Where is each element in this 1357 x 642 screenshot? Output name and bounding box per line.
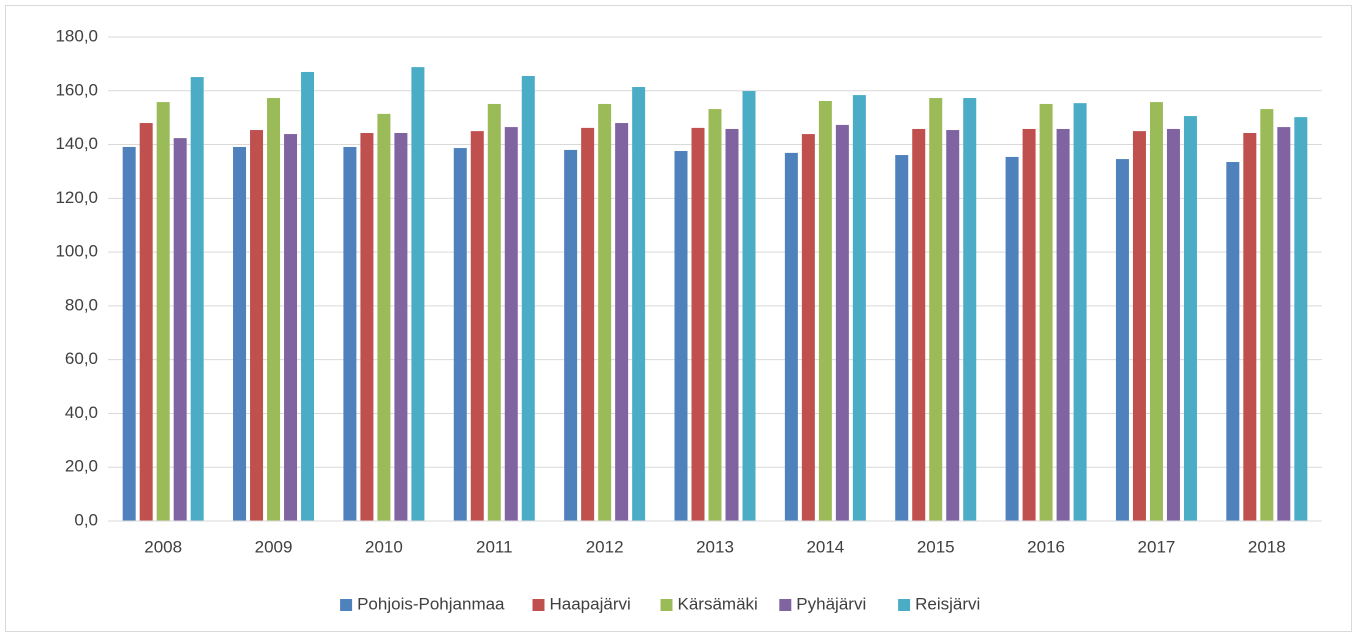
bar	[301, 71, 315, 521]
bar	[521, 75, 535, 521]
bar	[895, 155, 909, 521]
legend-label: Haapajärvi	[550, 594, 631, 613]
bar	[377, 113, 391, 521]
bar	[1183, 116, 1197, 521]
bar	[122, 146, 136, 521]
y-tick-label: 60,0	[65, 349, 98, 368]
bar	[139, 123, 153, 522]
bar	[394, 132, 408, 521]
bar	[1294, 117, 1308, 521]
bar	[691, 127, 705, 521]
bar	[1243, 132, 1257, 521]
bar	[1022, 128, 1036, 521]
y-tick-label: 80,0	[65, 295, 98, 314]
bar	[929, 98, 943, 521]
y-tick-label: 0,0	[74, 510, 98, 529]
x-tick-label: 2009	[255, 537, 293, 556]
x-tick-label: 2011	[476, 537, 513, 556]
x-tick-label: 2013	[696, 537, 734, 556]
bar	[1073, 103, 1087, 521]
bar	[1149, 102, 1163, 522]
x-tick-label: 2015	[917, 537, 955, 556]
bar	[453, 148, 467, 521]
y-tick-label: 140,0	[55, 134, 98, 153]
bar	[173, 138, 187, 521]
bar	[632, 87, 646, 521]
bar	[190, 77, 204, 521]
bar	[818, 100, 832, 522]
bar	[411, 67, 425, 522]
bar	[835, 124, 849, 521]
legend-label: Pohjois-Pohjanmaa	[357, 594, 505, 613]
bar	[1005, 156, 1019, 521]
bar	[1039, 103, 1053, 521]
bar	[615, 123, 629, 522]
bar	[1226, 162, 1240, 522]
x-tick-label: 2010	[365, 537, 403, 556]
legend-swatch	[779, 599, 792, 611]
bar	[1115, 159, 1129, 521]
y-tick-label: 40,0	[65, 403, 98, 422]
legend-swatch	[532, 599, 545, 611]
legend-swatch	[660, 599, 673, 611]
bar	[852, 95, 866, 521]
x-tick-label: 2016	[1027, 537, 1065, 556]
bar	[564, 149, 578, 521]
bar	[267, 98, 281, 521]
bar	[1132, 131, 1146, 521]
bar	[487, 103, 501, 521]
legend-label: Reisjärvi	[915, 594, 980, 613]
bar	[1056, 128, 1070, 521]
y-tick-label: 20,0	[65, 457, 98, 476]
x-tick-label: 2008	[144, 537, 182, 556]
bar	[284, 134, 298, 521]
bar	[598, 103, 612, 521]
bar	[742, 91, 756, 522]
legend-label: Kärsämäki	[678, 594, 758, 613]
bar	[581, 127, 595, 521]
bar	[674, 151, 688, 521]
bar	[156, 102, 170, 522]
y-tick-label: 100,0	[55, 242, 98, 261]
legend-swatch	[898, 599, 911, 611]
x-tick-label: 2012	[586, 537, 624, 556]
bar	[1260, 109, 1274, 521]
bar	[250, 130, 264, 521]
bar	[946, 130, 960, 521]
bar	[708, 109, 722, 521]
x-tick-label: 2018	[1248, 537, 1286, 556]
bar	[963, 98, 977, 521]
bar	[233, 146, 247, 521]
legend-label: Pyhäjärvi	[796, 594, 866, 613]
x-tick-label: 2017	[1138, 537, 1176, 556]
bar	[1277, 127, 1291, 522]
y-tick-label: 120,0	[55, 188, 98, 207]
x-tick-label: 2014	[806, 537, 844, 556]
bar	[470, 131, 484, 521]
bar	[343, 146, 357, 521]
bar	[504, 127, 518, 522]
bar	[1166, 128, 1180, 521]
bar	[725, 128, 739, 521]
bar	[360, 132, 374, 521]
legend-swatch	[340, 599, 353, 611]
bar	[801, 134, 815, 521]
bar	[784, 152, 798, 521]
y-tick-label: 160,0	[55, 80, 98, 99]
y-tick-label: 180,0	[55, 26, 98, 45]
bar	[912, 128, 926, 521]
